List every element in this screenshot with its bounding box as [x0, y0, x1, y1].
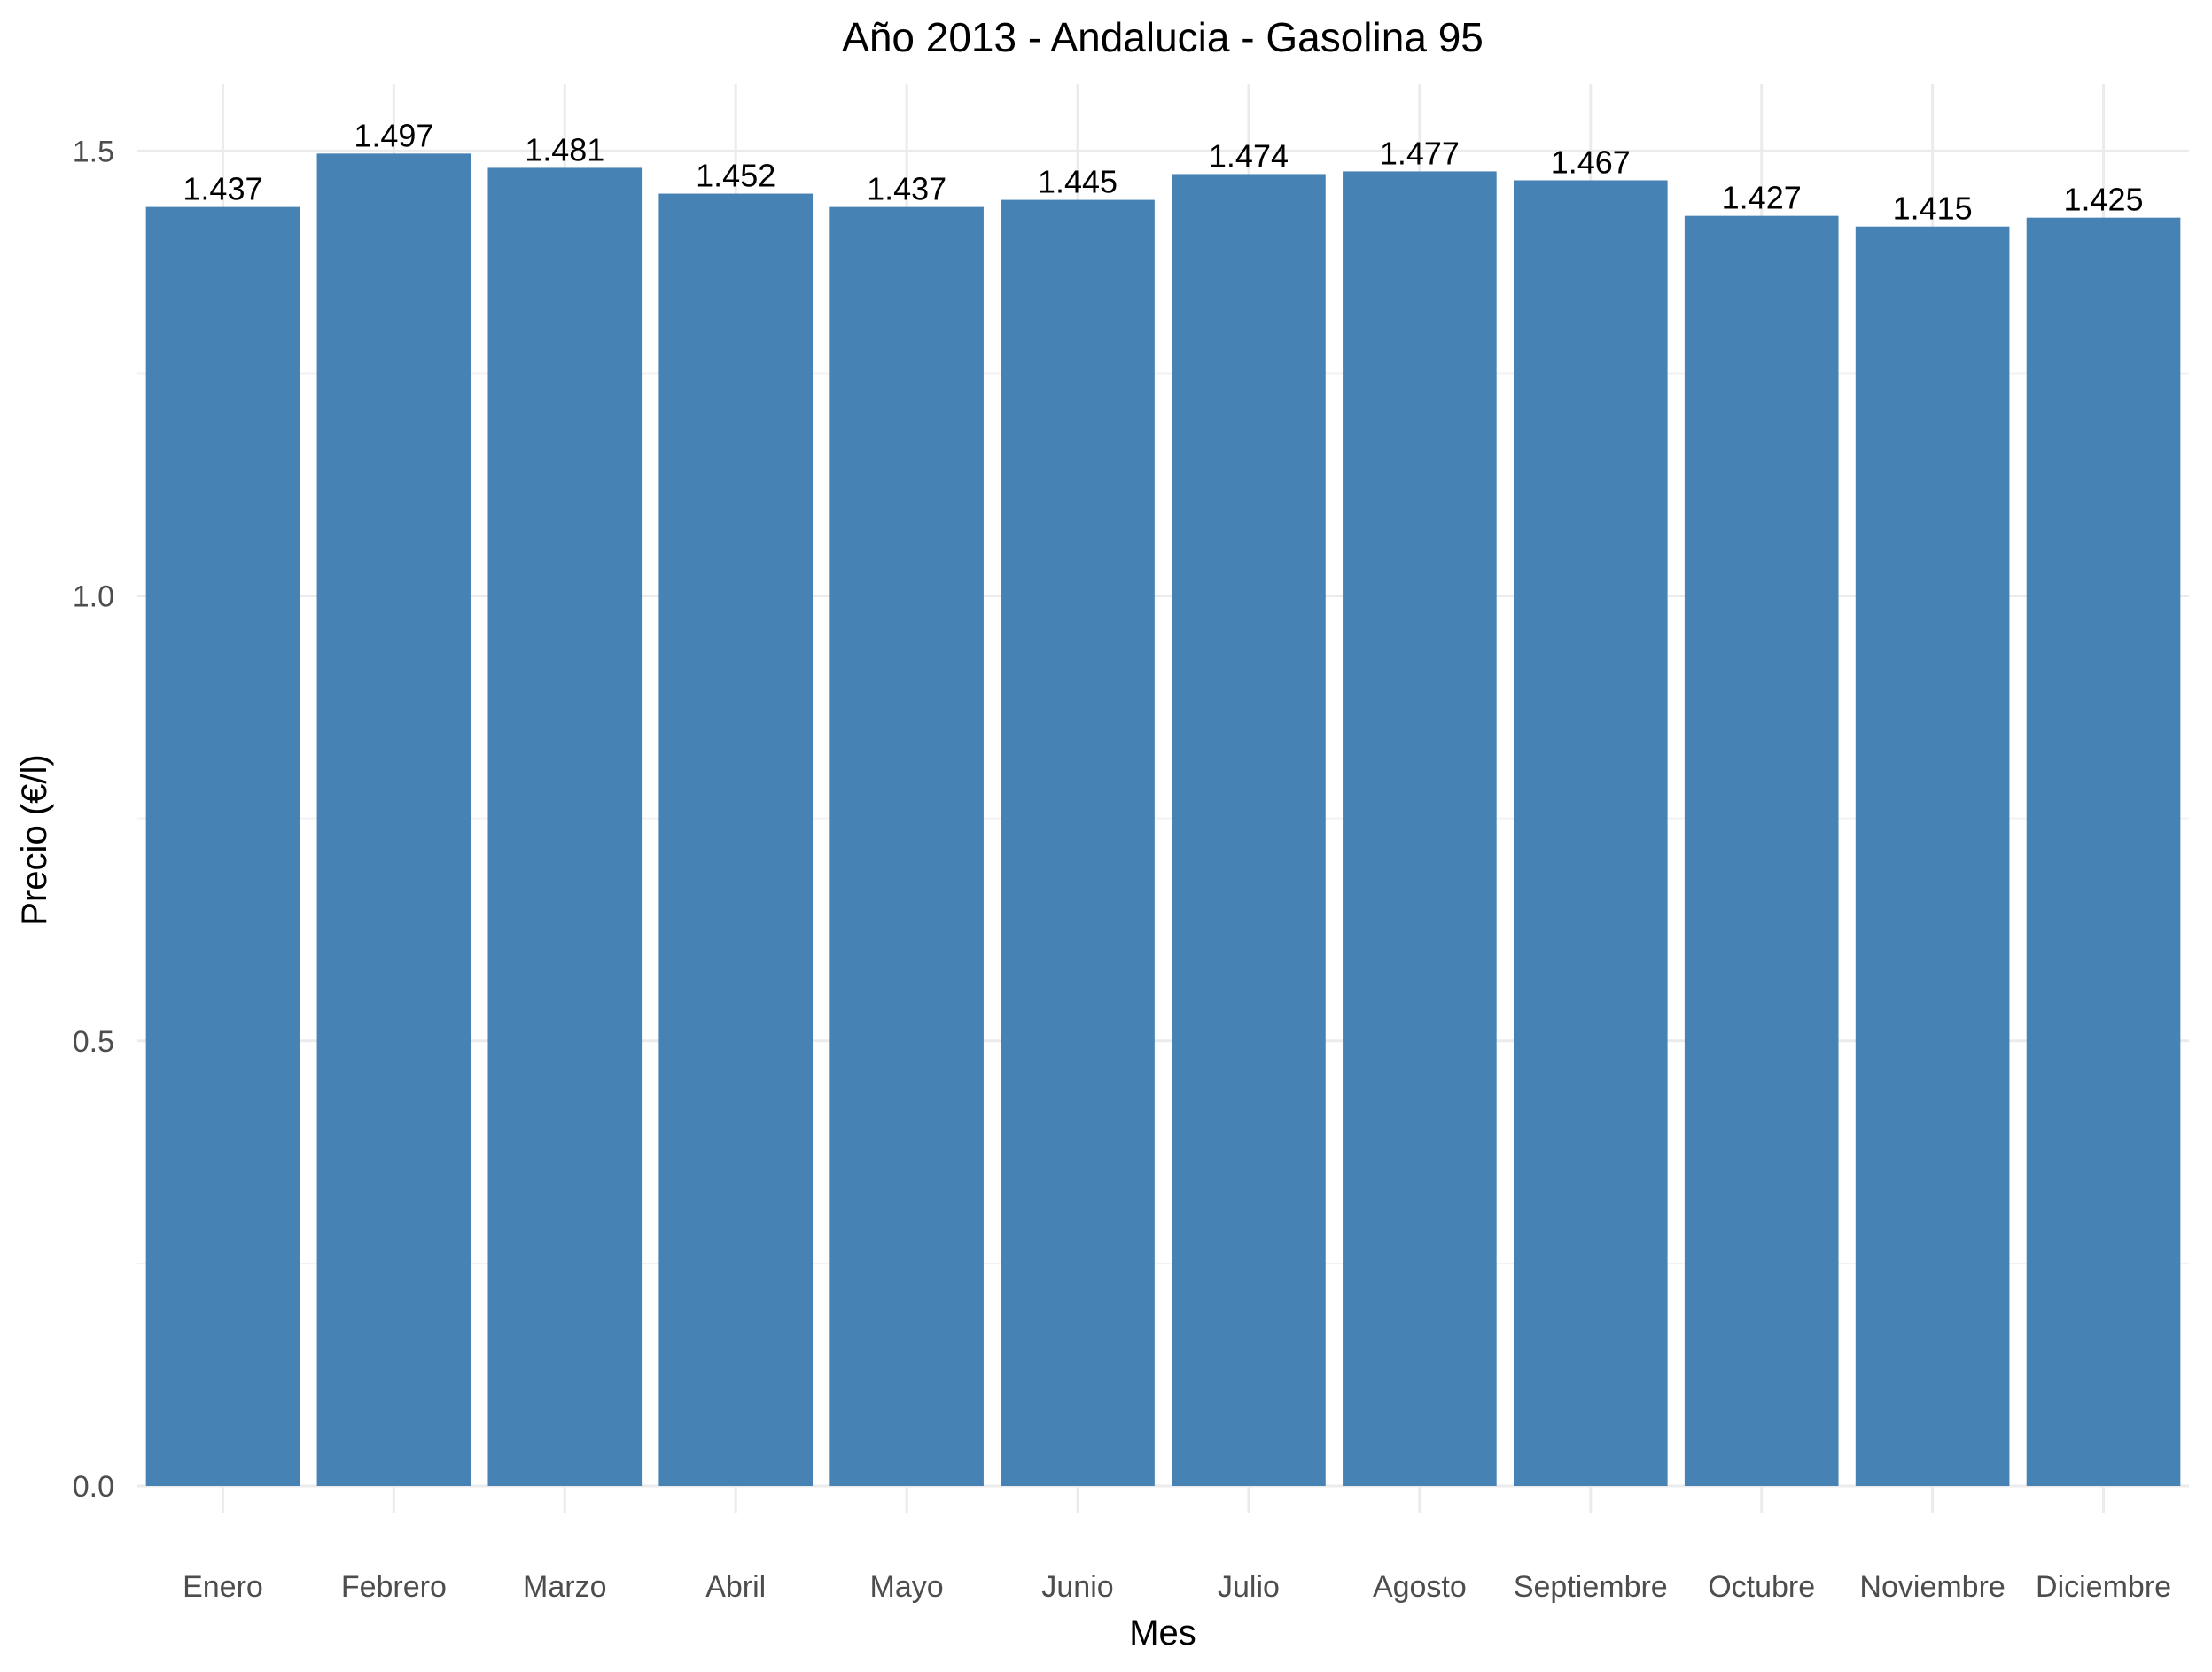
x-tick-label: Mayo [870, 1570, 944, 1604]
x-tick-label: Octubre [1708, 1570, 1815, 1604]
y-tick-label: 1.5 [73, 135, 114, 168]
bar [1172, 174, 1326, 1487]
data-label: 1.467 [1551, 144, 1631, 180]
x-tick-label: Diciembre [2036, 1570, 2171, 1604]
y-tick-label: 0.0 [73, 1470, 114, 1504]
data-label: 1.427 [1722, 180, 1802, 216]
data-label: 1.474 [1209, 137, 1289, 174]
x-tick-label: Septiembre [1514, 1570, 1668, 1604]
data-labels: 1.437 1.497 1.481 1.452 1.437 1.445 1.474 1.477… [183, 117, 2143, 226]
x-tick-label: Julio [1218, 1570, 1280, 1604]
chart-title: Año 2013 - Andalucia - Gasolina 95 [842, 14, 1484, 60]
x-axis-title: Mes [1129, 1614, 1196, 1653]
data-label: 1.437 [867, 171, 946, 207]
bar [1855, 226, 2010, 1487]
y-tick-label: 0.5 [73, 1025, 114, 1059]
bar [2026, 217, 2181, 1487]
bars [145, 153, 2181, 1487]
data-label: 1.477 [1380, 135, 1460, 171]
bar [487, 167, 643, 1487]
x-tick-label: Enero [183, 1570, 263, 1604]
x-tick-label: Marzo [523, 1570, 606, 1604]
bar [830, 206, 984, 1487]
y-axis-ticks: 0.0 0.5 1.0 1.5 [73, 135, 114, 1504]
data-label: 1.452 [696, 158, 775, 194]
y-axis-title: Precio (€/l) [15, 754, 54, 925]
bar [1513, 180, 1668, 1487]
data-label: 1.415 [1893, 191, 1973, 227]
data-label: 1.481 [525, 131, 604, 167]
x-tick-label: Febrero [341, 1570, 447, 1604]
x-tick-label: Abril [705, 1570, 766, 1604]
bar [1343, 171, 1497, 1487]
data-label: 1.437 [183, 171, 262, 207]
x-tick-label: Junio [1041, 1570, 1113, 1604]
bar [658, 193, 814, 1487]
x-tick-label: Noviembre [1859, 1570, 2005, 1604]
x-tick-label: Agosto [1373, 1570, 1467, 1604]
data-label: 1.497 [354, 117, 433, 153]
bar [316, 153, 471, 1486]
bar [1684, 215, 1839, 1487]
y-tick-label: 1.0 [73, 580, 114, 614]
data-label: 1.425 [2063, 182, 2143, 218]
data-label: 1.445 [1038, 164, 1118, 200]
bar [1001, 199, 1155, 1487]
bar [145, 206, 300, 1487]
x-axis-ticks: Enero Febrero Marzo Abril Mayo Junio Julio Agos… [183, 1570, 2171, 1604]
